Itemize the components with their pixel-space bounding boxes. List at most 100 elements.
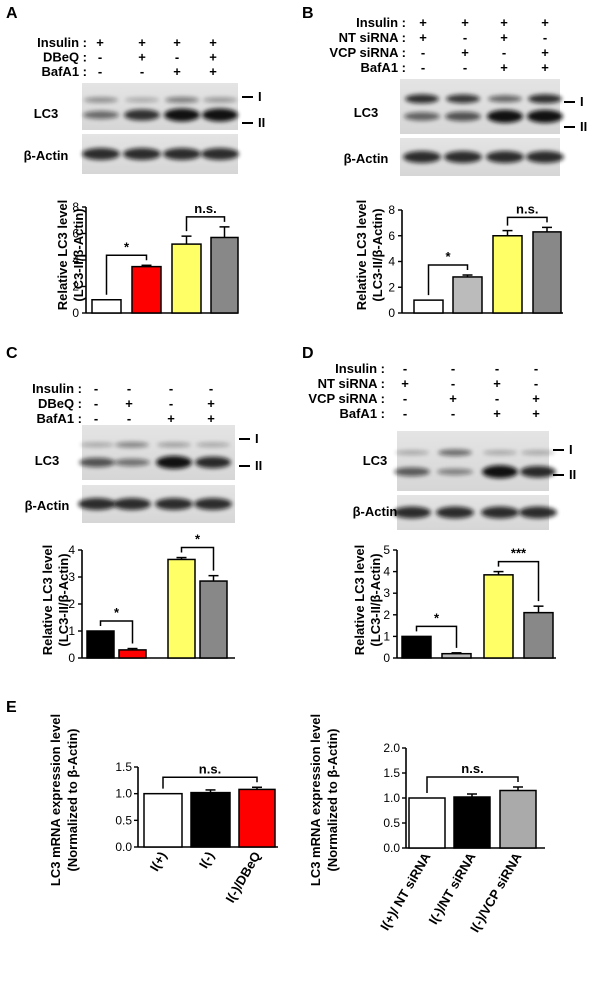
bar: [190, 791, 231, 848]
chart-undefined: 0 1 2 3 4 Relative LC3 level (LC3-II/β-Actin) *…: [40, 532, 235, 665]
significance-bracket: [427, 264, 469, 296]
band-label-ii: II: [258, 115, 265, 130]
band-actin: [481, 506, 519, 519]
band-actin: [393, 506, 431, 519]
y-tick-label: 2: [388, 280, 395, 294]
band-actin: [194, 498, 232, 510]
y-axis-label: LC3 mRNA expression level: [48, 714, 63, 886]
significance-bracket: [185, 216, 226, 232]
y-tick-label: 0: [72, 306, 79, 320]
band-actin: [113, 498, 151, 510]
y-axis-label: Relative LC3 level: [40, 545, 55, 656]
band-lc3-ii: [202, 108, 238, 122]
band-lc3-i: [446, 94, 480, 104]
band-lc3-ii: [79, 457, 115, 468]
band-lc3-i: [438, 449, 472, 456]
band-label-ii: II: [569, 467, 576, 482]
band-actin: [526, 151, 564, 163]
treatment-sign: +: [138, 50, 146, 65]
treatment-sign: -: [534, 376, 538, 391]
treatment-sign: -: [127, 381, 131, 396]
band-label-ii: II: [580, 119, 587, 134]
actin-blot-label: β-Actin: [353, 504, 398, 519]
treatment-sign: +: [461, 45, 469, 60]
band-actin: [436, 506, 474, 519]
band-label-i: I: [255, 431, 259, 446]
y-tick-label: 4: [388, 255, 395, 269]
treatment-sign: -: [403, 391, 407, 406]
treatment-sign: -: [451, 406, 455, 421]
treatment-label-a: Insulin :: [37, 35, 87, 50]
treatment-sign: -: [175, 50, 179, 65]
band-actin: [163, 148, 201, 160]
treatment-sign: -: [502, 45, 506, 60]
treatment-sign: -: [169, 396, 173, 411]
panel-letter-b: B: [302, 5, 314, 22]
y-axis-label: Relative LC3 level: [354, 200, 369, 311]
bar: [86, 630, 115, 659]
significance-label: *: [434, 610, 440, 625]
y-tick-label: 4: [68, 543, 75, 557]
lc3-blot-b: [400, 79, 560, 134]
actin-blot-label: β-Actin: [344, 151, 389, 166]
category-label: I(-)/DBeQ: [222, 849, 263, 905]
y-axis-label: (Normalized to β-Actin): [65, 729, 80, 872]
bar: [453, 796, 491, 849]
band-lc3-i: [157, 442, 191, 448]
band-lc3-ii: [195, 456, 231, 469]
significance-bracket: [99, 620, 134, 644]
treatment-sign: -: [495, 391, 499, 406]
significance-bracket: [426, 776, 519, 793]
bar: [210, 236, 239, 314]
band-lc3-ii: [164, 108, 200, 122]
treatment-sign: -: [421, 60, 425, 75]
treatment-sign: +: [500, 15, 508, 30]
treatment-sign: -: [451, 361, 455, 376]
band-lc3-i: [521, 450, 555, 455]
significance-label: *: [195, 532, 201, 547]
y-tick-label: 1.0: [383, 791, 400, 805]
treatment-sign: -: [94, 411, 98, 426]
treatment-sign: +: [207, 396, 215, 411]
band-lc3-ii: [114, 458, 150, 467]
treatment-sign: -: [403, 361, 407, 376]
category-label: I(+): [147, 849, 170, 874]
band-actin: [123, 148, 161, 160]
significance-label: *: [124, 239, 130, 254]
bar: [483, 574, 514, 659]
band-lc3-ii: [520, 465, 556, 478]
y-tick-label: 0.0: [383, 841, 400, 855]
band-lc3-i: [405, 94, 439, 104]
actin-blot-label: β-Actin: [25, 498, 70, 513]
y-tick-label: 0.5: [115, 813, 132, 827]
band-actin: [78, 498, 116, 510]
y-tick-label: 3: [383, 586, 390, 600]
treatment-sign: +: [138, 35, 146, 50]
band-actin: [403, 151, 441, 163]
treatment-label-c: BafA1 :: [36, 411, 82, 426]
bar: [118, 649, 147, 659]
significance-bracket: [105, 254, 148, 295]
bar: [532, 231, 562, 314]
treatment-sign: -: [98, 64, 102, 79]
y-axis-label: (LC3-II/β-Actin): [71, 208, 86, 301]
y-tick-label: 0.5: [383, 816, 400, 830]
treatment-label-b: NT siRNA :: [339, 30, 406, 45]
band-lc3-ii: [437, 468, 473, 476]
band-lc3-ii: [527, 109, 563, 123]
lc3-blot-label: LC3: [363, 453, 388, 468]
y-tick-label: 1.5: [383, 766, 400, 780]
y-tick-label: 6: [388, 229, 395, 243]
band-lc3-ii: [404, 112, 440, 121]
category-label: I(-): [196, 849, 217, 871]
treatment-sign: +: [173, 64, 181, 79]
band-lc3-i: [84, 97, 118, 103]
bar: [171, 243, 202, 314]
treatment-label-b: BafA1 :: [360, 60, 406, 75]
treatment-sign: -: [94, 396, 98, 411]
chart-undefined: 0 1 2 3 4 5 Relative LC3 level (LC3-II/β-Actin)…: [352, 543, 556, 665]
band-lc3-i: [395, 450, 429, 455]
